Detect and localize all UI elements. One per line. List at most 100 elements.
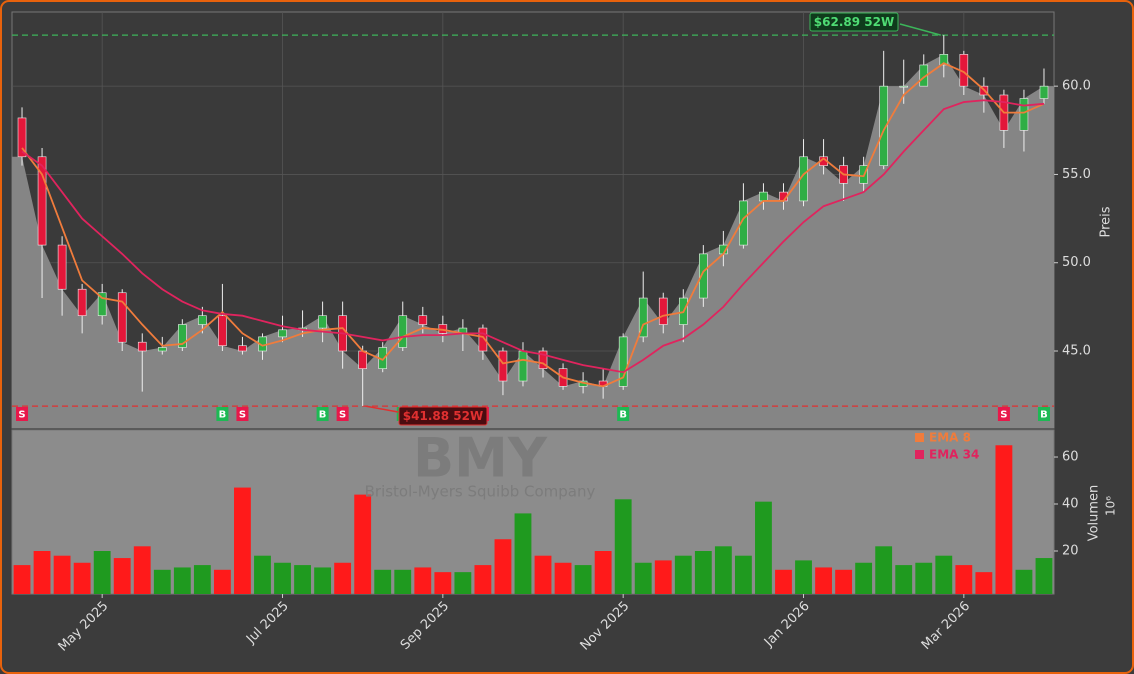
candle-body [117,292,127,343]
volume-bar [815,567,832,594]
signal-marker [1037,407,1050,421]
volume-bar [514,513,532,594]
candle-body [218,315,227,347]
volume-bar [434,572,452,594]
candle-body [759,191,768,202]
volume-bar [314,567,332,594]
legend-label: EMA 34 [929,448,979,462]
volume-bar [534,555,552,594]
volume-bar [494,539,512,594]
volume-bar [714,546,732,594]
signal-label: B [319,410,327,421]
candle-body [879,85,888,166]
y-tick-label: 60.0 [1062,79,1091,94]
volume-bar [995,445,1013,594]
volume-bar [334,562,352,594]
y-tick-label: 20 [1062,544,1079,559]
volume-bar [1015,569,1033,594]
candle-body [618,336,628,387]
y-tick-label: 45.0 [1062,344,1091,359]
legend-swatch [915,433,924,442]
candle-body [278,329,287,338]
volume-bar [354,494,372,594]
signal-label: S [239,410,246,421]
annotation-box [398,406,488,426]
signal-marker [997,407,1010,421]
signal-marker [316,407,329,421]
volume-bar [554,562,572,594]
volume-bar [13,565,31,594]
volume-bar [694,551,712,594]
ema-line [21,62,1045,388]
y-tick-label: 60 [1062,450,1079,465]
y-tick-label: 50.0 [1062,255,1091,270]
volume-bar [755,501,772,594]
volume-bar [153,569,171,594]
volume-bar [634,562,652,594]
volume-bar [294,565,311,594]
y-axis-label: Volumen [1087,485,1102,542]
annotation-label: $62.89 52W [814,15,894,29]
y-axis-unit: 10⁶ [1104,496,1118,516]
volume-bar [274,562,291,594]
volume-bar [574,565,592,594]
volume-bar [254,555,271,594]
signal-marker [16,407,29,421]
candle-body [398,315,408,348]
volume-bar [955,565,973,594]
candle-body [478,327,488,352]
candle-body [638,297,648,338]
volume-bar [394,569,412,594]
volume-bar [975,572,993,594]
volume-bar [53,555,71,594]
volume-bar [193,565,211,594]
volume-bar [213,569,231,594]
annotation-label: $41.88 52W [403,409,483,423]
volume-bar [113,558,131,594]
signal-label: B [619,410,627,421]
volume-bar [173,567,191,594]
candle-body [318,315,327,329]
candle-body [1019,98,1029,131]
signal-marker [236,407,249,421]
candle-body [518,350,528,382]
volume-bar [1035,558,1053,594]
annotation-box [809,12,899,32]
volume-bar [614,499,632,594]
volume-bar [594,551,612,594]
volume-bar [33,551,51,594]
y-tick-label: 40 [1062,497,1079,512]
signal-label: S [339,410,346,421]
y-tick-label: 55.0 [1062,167,1091,182]
candle-body [198,315,207,325]
volume-bar [454,572,472,594]
volume-bar [935,555,953,594]
volume-bar [654,560,672,594]
candle-body [157,347,167,352]
volume-bar [674,555,692,594]
annotation-arrow [899,23,941,36]
volume-bar [895,565,913,594]
volume-bar [835,569,853,594]
volume-bar [855,562,873,594]
candle-body [1039,85,1049,99]
candle-body [57,244,67,290]
volume-bar [133,546,151,594]
volume-bar [915,562,933,594]
candle-body [358,350,367,369]
signal-label: S [18,410,25,421]
signal-label: B [1040,410,1048,421]
candle-body [97,292,107,317]
watermark-company: Bristol-Myers Squibb Company [365,483,596,501]
volume-bar [93,551,111,594]
volume-bar [234,487,251,594]
signal-marker [617,407,630,421]
volume-bar [374,569,392,594]
y-axis-label: Preis [1099,206,1114,237]
annotation-arrow [365,405,399,413]
volume-bar [795,560,812,594]
signal-marker [216,407,229,421]
volume-bar [73,562,91,594]
legend-swatch [915,450,924,459]
signal-marker [336,407,349,421]
